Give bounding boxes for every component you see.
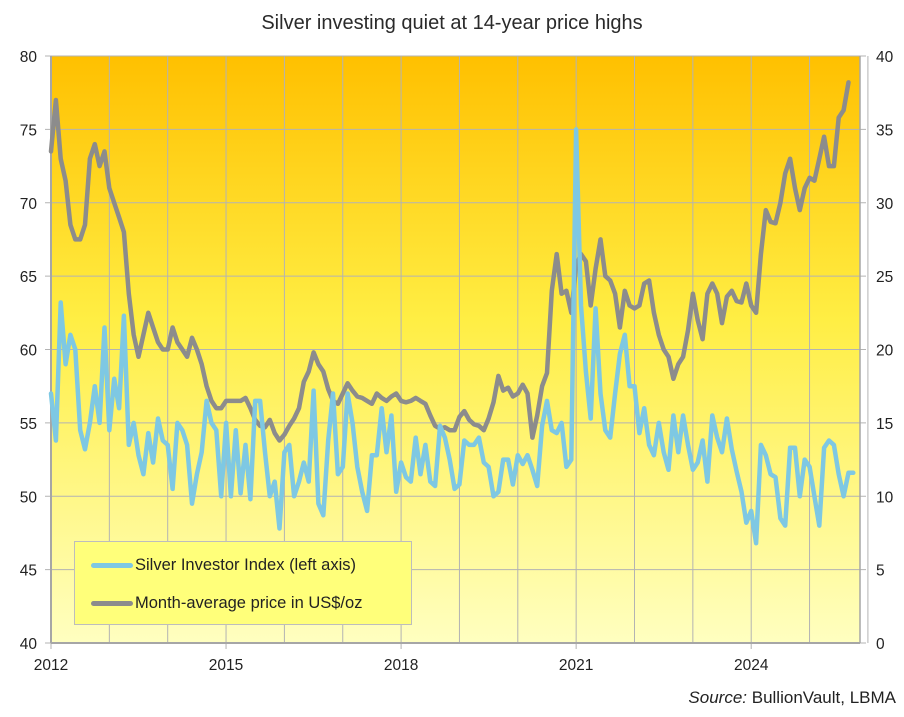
x-axis-tick-label: 2018 xyxy=(384,657,418,674)
left-axis-tick-label: 50 xyxy=(20,489,38,506)
right-axis-tick-label: 15 xyxy=(876,416,893,433)
source-label: Source: xyxy=(688,688,747,707)
left-axis-tick-label: 65 xyxy=(20,269,37,286)
left-axis-tick-label: 60 xyxy=(20,343,38,360)
legend-label-price: Month-average price in US$/oz xyxy=(135,593,363,612)
x-axis-tick-label: 2021 xyxy=(559,657,593,674)
source-note: Source: BullionVault, LBMA xyxy=(688,688,896,708)
right-axis-tick-label: 25 xyxy=(876,269,893,286)
legend-item-price: Month-average price in US$/oz xyxy=(91,591,362,615)
right-axis-tick-label: 20 xyxy=(876,343,894,360)
left-axis-tick-label: 40 xyxy=(20,636,38,653)
axes xyxy=(45,55,866,649)
left-axis-tick-label: 45 xyxy=(20,563,37,580)
right-axis-tick-label: 10 xyxy=(876,489,894,506)
x-axis-tick-label: 2012 xyxy=(34,657,68,674)
right-axis-tick-label: 40 xyxy=(876,49,894,66)
left-axis-tick-label: 55 xyxy=(20,416,37,433)
tick-labels: 40 45 50 55 60 65 70 75 80 0 5 10 15 20 25 30 35 40 2012 20… xyxy=(20,49,894,674)
right-axis-tick-label: 30 xyxy=(876,196,894,213)
legend-swatch-price xyxy=(91,600,133,606)
x-axis-tick-label: 2024 xyxy=(734,657,769,674)
left-axis-tick-label: 70 xyxy=(20,196,38,213)
right-axis-tick-label: 5 xyxy=(876,563,885,580)
legend-swatch-investor-index xyxy=(91,562,133,568)
right-axis-tick-label: 35 xyxy=(876,122,893,139)
left-axis-tick-label: 80 xyxy=(20,49,38,66)
legend-label-investor-index: Silver Investor Index (left axis) xyxy=(135,555,356,574)
left-axis-tick-label: 75 xyxy=(20,122,37,139)
series-lines xyxy=(48,80,856,546)
right-axis-tick-label: 0 xyxy=(876,636,885,653)
chart-title: Silver investing quiet at 14-year price … xyxy=(261,12,643,34)
series-line-investor-index xyxy=(48,127,856,546)
series-line-price xyxy=(48,80,851,443)
x-axis-tick-label: 2015 xyxy=(209,657,243,674)
legend: Silver Investor Index (left axis) Month-… xyxy=(74,541,412,625)
source-text: BullionVault, LBMA xyxy=(751,688,896,707)
legend-item-investor-index: Silver Investor Index (left axis) xyxy=(91,553,356,577)
